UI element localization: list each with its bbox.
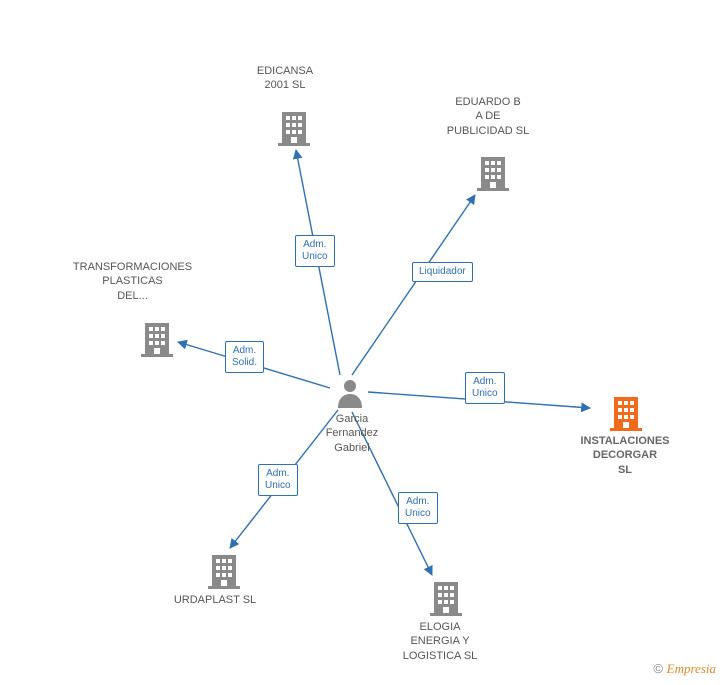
building-icon[interactable]: [430, 580, 462, 616]
node-label[interactable]: TRANSFORMACIONES PLASTICAS DEL...: [60, 260, 205, 303]
person-icon: [336, 378, 364, 408]
edge-label: Adm. Unico: [398, 492, 438, 524]
credit: © Empresia: [653, 661, 716, 677]
edge-label: Liquidador: [412, 262, 473, 282]
credit-brand: Empresia: [667, 661, 716, 676]
edge-label: Adm. Unico: [258, 464, 298, 496]
copyright-symbol: ©: [653, 661, 663, 676]
center-node-label: Garcia Fernandez Gabriel: [312, 412, 392, 455]
node-label[interactable]: ELOGIA ENERGIA Y LOGISTICA SL: [385, 620, 495, 663]
edges-layer: [0, 0, 728, 685]
edge-label: Adm. Unico: [465, 372, 505, 404]
diagram-canvas: Garcia Fernandez Gabriel EDICANSA 2001 S…: [0, 0, 728, 685]
building-icon[interactable]: [278, 110, 310, 146]
building-icon[interactable]: [208, 553, 240, 589]
node-label[interactable]: URDAPLAST SL: [160, 593, 270, 607]
node-label[interactable]: INSTALACIONES DECORGAR SL: [565, 434, 685, 477]
edge-label: Adm. Solid.: [225, 341, 264, 373]
edge-label: Adm. Unico: [295, 235, 335, 267]
building-icon[interactable]: [141, 321, 173, 357]
edge-line: [352, 195, 475, 375]
node-label[interactable]: EDUARDO B A DE PUBLICIDAD SL: [438, 95, 538, 138]
building-icon[interactable]: [477, 155, 509, 191]
building-icon[interactable]: [610, 395, 642, 431]
node-label[interactable]: EDICANSA 2001 SL: [240, 64, 330, 93]
